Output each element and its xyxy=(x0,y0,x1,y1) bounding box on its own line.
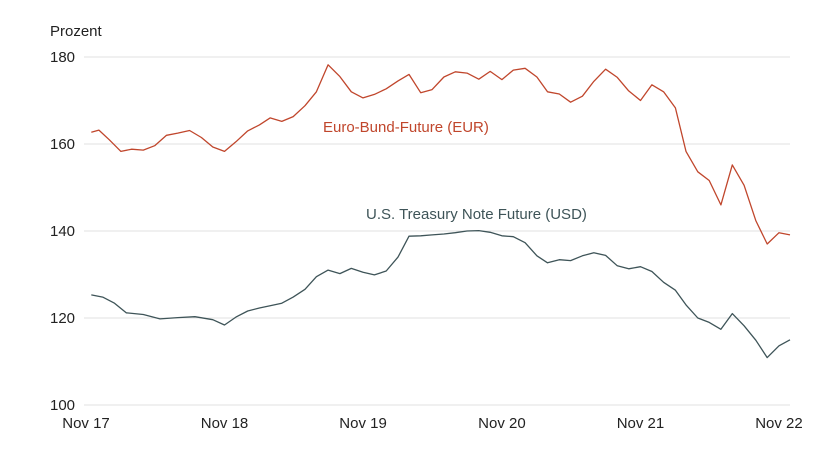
y-tick-labels: 100 120 140 160 180 xyxy=(50,49,75,414)
x-tick-label: Nov 18 xyxy=(201,415,249,432)
series-lines xyxy=(91,64,791,359)
y-tick-label: 180 xyxy=(50,49,75,66)
y-tick-label: 120 xyxy=(50,310,75,327)
y-tick-label: 100 xyxy=(50,397,75,414)
y-tick-label: 140 xyxy=(50,223,75,240)
x-tick-label: Nov 19 xyxy=(339,415,387,432)
x-tick-labels: Nov 17 Nov 18 Nov 19 Nov 20 Nov 21 Nov 22 xyxy=(62,415,803,432)
series-line-us-treasury xyxy=(91,229,791,359)
x-tick-label: Nov 17 xyxy=(62,415,110,432)
gridlines xyxy=(84,56,790,406)
y-tick-label: 160 xyxy=(50,136,75,153)
y-axis-unit-label: Prozent xyxy=(50,23,103,40)
x-tick-label: Nov 20 xyxy=(478,415,526,432)
series-label-us-treasury: U.S. Treasury Note Future (USD) xyxy=(366,206,587,223)
series-line-euro-bund xyxy=(91,64,791,245)
series-label-euro-bund: Euro-Bund-Future (EUR) xyxy=(323,119,489,136)
x-tick-label: Nov 21 xyxy=(617,415,665,432)
x-tick-label: Nov 22 xyxy=(755,415,803,432)
